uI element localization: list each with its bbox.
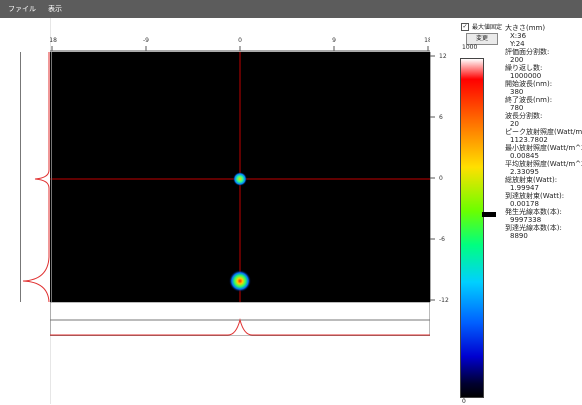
top-tick-label: 0 [238, 37, 242, 44]
right-tick-label: 6 [439, 114, 443, 121]
right-tick-label: -12 [439, 297, 449, 302]
info-label: 到達放射束(Watt): [505, 192, 582, 200]
info-value: 2.33095 [505, 168, 582, 176]
right-axis: 12 6 0 -6 -12 [430, 52, 460, 302]
info-label: 繰り返し数: [505, 64, 582, 72]
top-tick-label: -9 [143, 37, 149, 44]
info-label: 開始波長(nm): [505, 80, 582, 88]
top-axis: -18 -9 0 9 18 [50, 32, 430, 52]
info-value: 380 [505, 88, 582, 96]
info-label: 発生光線本数(本): [505, 208, 582, 216]
info-label: 最小放射照度(Watt/m^2): [505, 144, 582, 152]
info-value: Y:24 [505, 40, 582, 48]
info-label: 終了波長(nm): [505, 96, 582, 104]
info-value: 1123.7802 [505, 136, 582, 144]
menu-file[interactable]: ファイル [8, 4, 36, 14]
info-value: 9997338 [505, 216, 582, 224]
info-value: 1.99947 [505, 184, 582, 192]
info-value: 8890 [505, 232, 582, 240]
light-spot-bottom [229, 270, 251, 292]
checkbox-label: 最大値固定 [472, 22, 502, 31]
info-panel: 大きさ(mm) X:36 Y:24 評価面分割数: 200 繰り返し数: 1000000 開始… [505, 24, 582, 240]
right-tick-label: -6 [439, 236, 445, 243]
top-tick-label: 18 [424, 37, 430, 44]
colorbar-level-marker[interactable] [482, 212, 496, 217]
colorbar: 1000 0 [460, 50, 500, 404]
info-value: 200 [505, 56, 582, 64]
vertical-profile [20, 52, 52, 302]
info-label: 総放射束(Watt): [505, 176, 582, 184]
info-label: 波長分割数: [505, 112, 582, 120]
info-value: 20 [505, 120, 582, 128]
menu-bar: ファイル 表示 [0, 0, 582, 18]
info-value: 0.00845 [505, 152, 582, 160]
irradiance-map-svg [50, 52, 430, 302]
horizontal-profile [50, 302, 430, 336]
info-label: 大きさ(mm) [505, 24, 582, 32]
menu-view[interactable]: 表示 [48, 4, 62, 14]
irradiance-map[interactable] [50, 52, 430, 302]
info-value: 780 [505, 104, 582, 112]
info-label: 平均放射照度(Watt/m^2): [505, 160, 582, 168]
colorbar-max-label: 1000 [462, 44, 477, 51]
light-spot-center [233, 172, 247, 186]
right-tick-label: 12 [439, 53, 447, 60]
info-label: 到達光線本数(本): [505, 224, 582, 232]
fix-max-checkbox[interactable]: ✓ 最大値固定 [461, 22, 502, 31]
colorbar-gradient [460, 58, 484, 398]
info-value: X:36 [505, 32, 582, 40]
info-value: 0.00178 [505, 200, 582, 208]
top-tick-label: 9 [332, 37, 336, 44]
info-label: 評価面分割数: [505, 48, 582, 56]
checkbox-box[interactable]: ✓ [461, 23, 469, 31]
info-value: 1000000 [505, 72, 582, 80]
top-tick-label: -18 [50, 37, 57, 44]
right-tick-label: 0 [439, 175, 443, 182]
info-label: ピーク放射照度(Watt/m^2): [505, 128, 582, 136]
